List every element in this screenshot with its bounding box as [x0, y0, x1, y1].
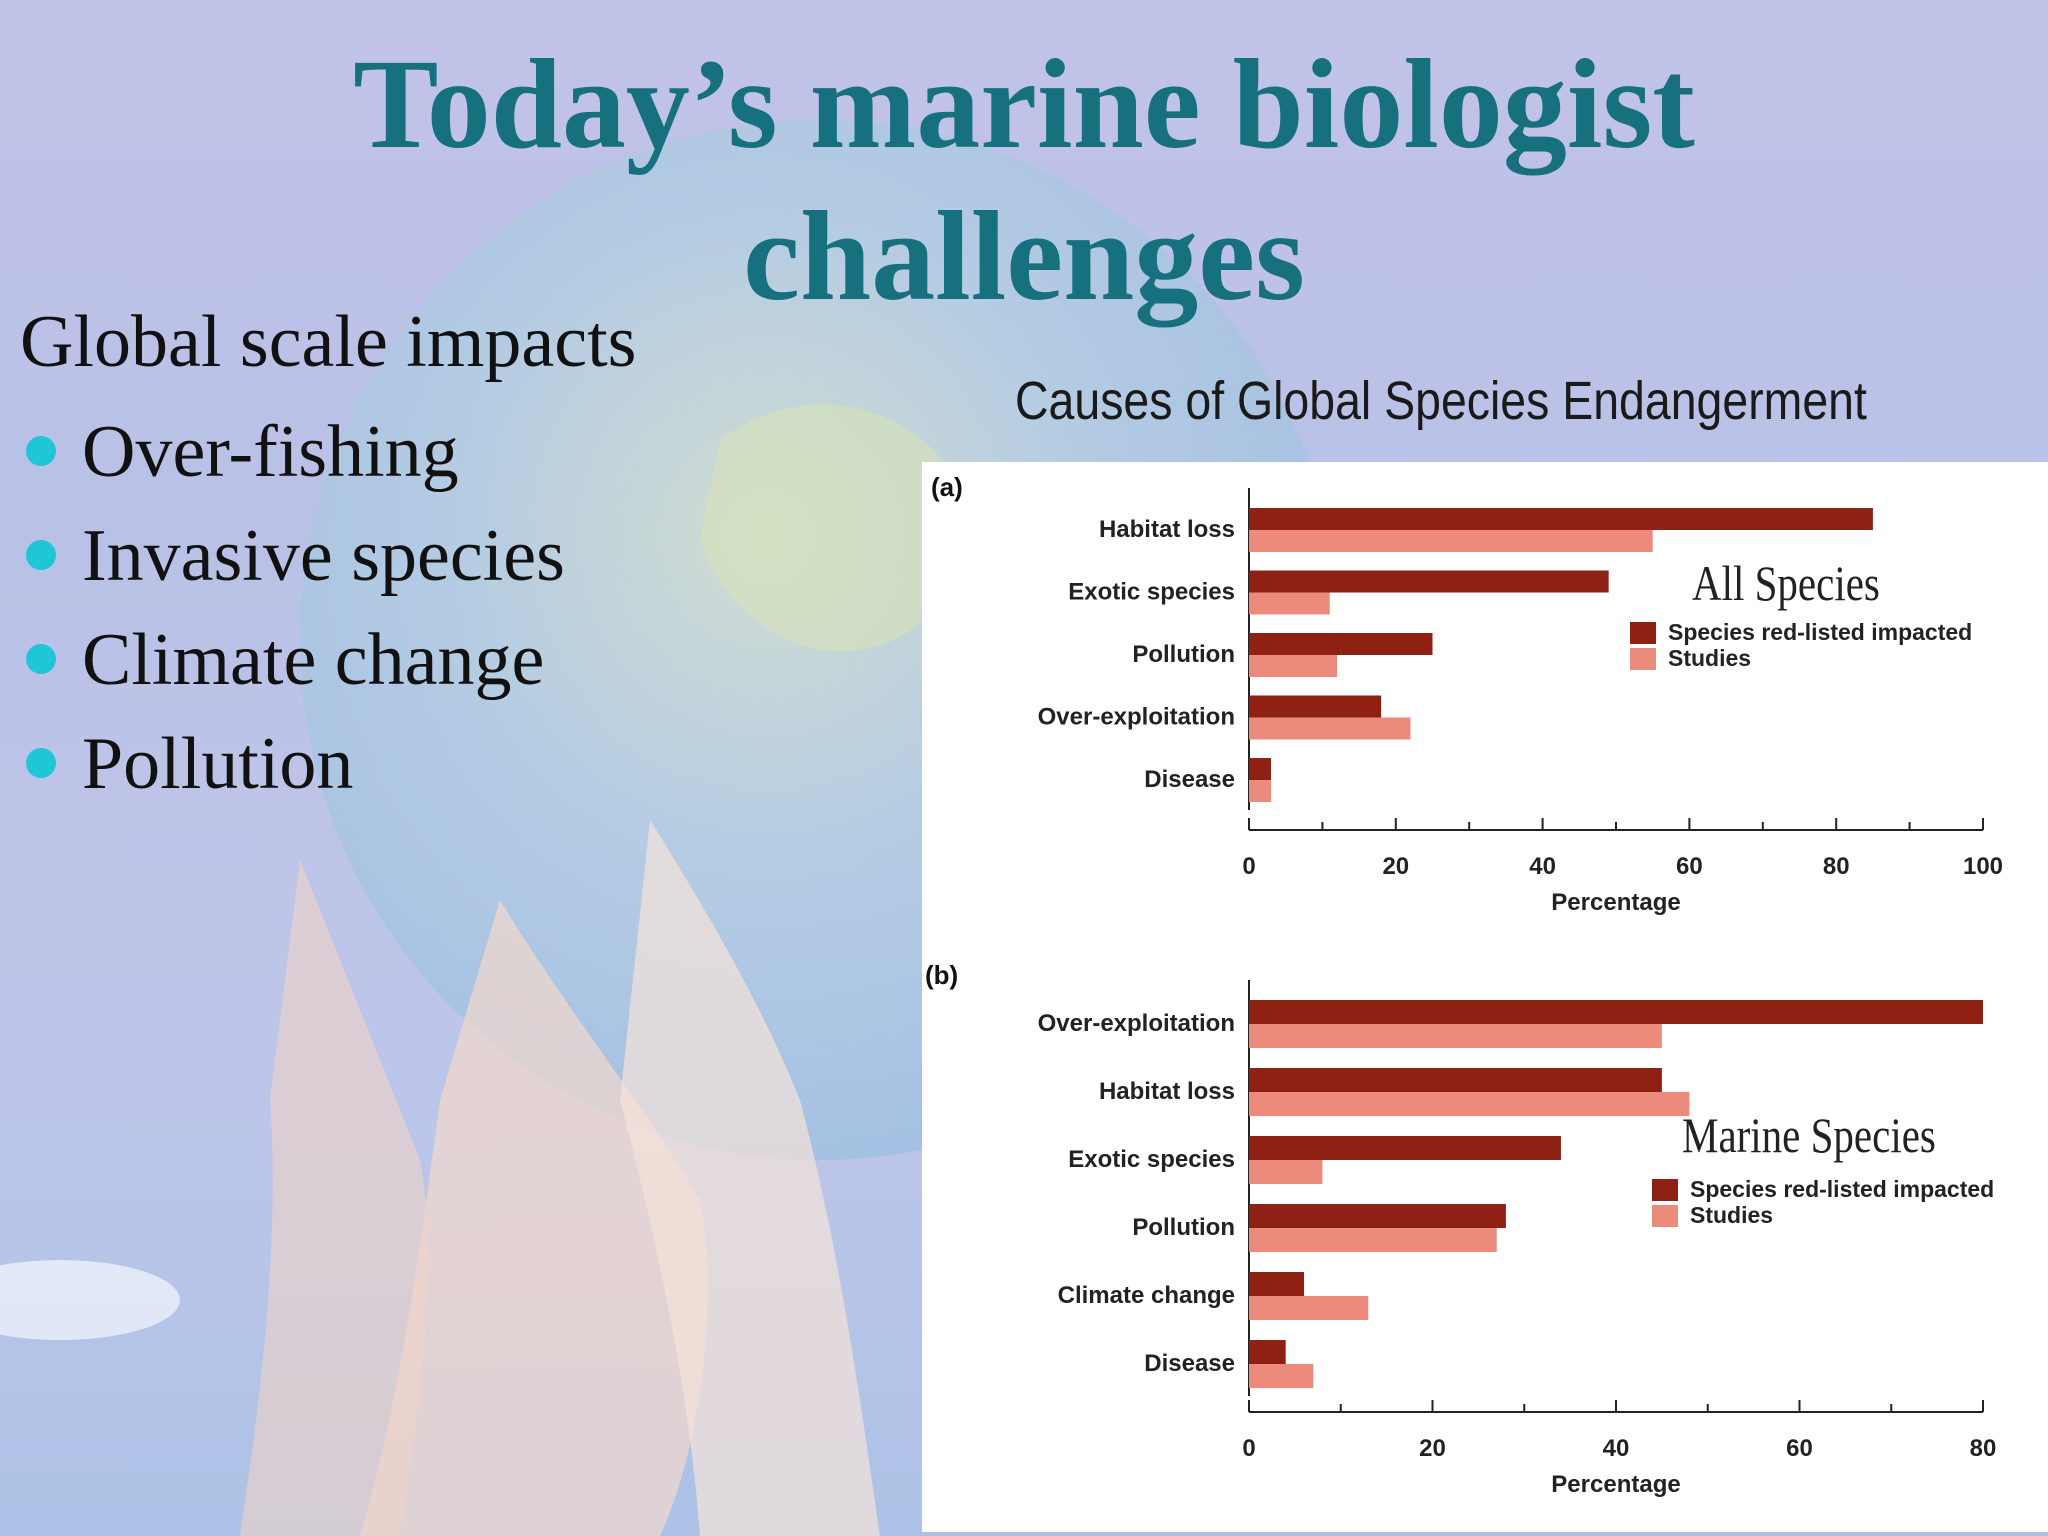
- chart-bar: [1249, 633, 1433, 655]
- bullet-dot-icon: [26, 436, 56, 466]
- chart-category-label: Disease: [1144, 1350, 1235, 1377]
- chart-bar: [1249, 508, 1873, 530]
- chart-bar: [1249, 1136, 1561, 1160]
- chart-legend-label: Species red-listed impacted: [1668, 619, 1972, 645]
- chart-legend-label: Studies: [1690, 1202, 1773, 1228]
- slide-title-line-1: Today’s marine biologist: [353, 33, 1695, 175]
- chart-bar: [1249, 1024, 1662, 1048]
- slide-title: Today’s marine biologist challenges: [0, 28, 2048, 332]
- chart-bar: [1249, 1204, 1506, 1228]
- bullet-text: Invasive species: [82, 515, 565, 597]
- bullet-item: Climate change: [20, 608, 565, 712]
- chart-x-tick-label: 20: [1419, 1435, 1446, 1462]
- chart-category-label: Over-exploitation: [1038, 704, 1235, 731]
- bullet-text: Climate change: [82, 619, 545, 701]
- bullet-list: Over-fishing Invasive species Climate ch…: [20, 400, 565, 816]
- chart-bar: [1249, 655, 1338, 677]
- chart-bar: [1249, 758, 1272, 780]
- chart-legend-swatch: [1630, 622, 1656, 644]
- chart-bar: [1249, 570, 1609, 593]
- chart-category-label: Over-exploitation: [1038, 1010, 1235, 1037]
- bullet-dot-icon: [26, 748, 56, 778]
- chart-category-label: Pollution: [1132, 1214, 1235, 1241]
- chart-x-tick-label: 20: [1382, 853, 1409, 880]
- chart-bar: [1249, 1068, 1662, 1092]
- chart-bar: [1249, 695, 1382, 718]
- chart-x-axis-title: Percentage: [1551, 1471, 1680, 1498]
- chart-category-label: Climate change: [1058, 1282, 1235, 1309]
- bullet-item: Invasive species: [20, 504, 565, 608]
- chart-bar: [1249, 1160, 1323, 1184]
- chart-x-tick-label: 60: [1786, 1435, 1813, 1462]
- chart-bar: [1249, 592, 1330, 615]
- bullet-item: Over-fishing: [20, 400, 565, 504]
- chart-category-label: Exotic species: [1068, 579, 1235, 606]
- chart-category-label: Habitat loss: [1099, 516, 1235, 543]
- bullet-text: Pollution: [82, 723, 354, 805]
- chart-panel-label: (a): [931, 472, 963, 502]
- chart-x-tick-label: 80: [1823, 853, 1850, 880]
- chart-bar: [1249, 780, 1272, 802]
- chart-category-label: Pollution: [1132, 641, 1235, 668]
- subtitle: Global scale impacts: [20, 301, 637, 383]
- figure-title: Causes of Global Species Endangerment: [1015, 371, 1867, 431]
- bullet-dot-icon: [26, 644, 56, 674]
- chart-x-tick-label: 40: [1529, 853, 1556, 880]
- chart-annotation: Marine Species: [1682, 1107, 1936, 1163]
- chart-bar: [1249, 1364, 1314, 1388]
- chart-x-tick-label: 80: [1970, 1435, 1997, 1462]
- bullet-item: Pollution: [20, 712, 565, 816]
- chart-legend-swatch: [1652, 1179, 1678, 1201]
- chart-bar: [1249, 1092, 1690, 1116]
- chart-bar: [1249, 1228, 1497, 1252]
- chart-panel: (a) Habitat loss Exotic species Pollution Ov…: [922, 462, 2048, 1532]
- chart-category-label: Exotic species: [1068, 1146, 1235, 1173]
- chart-figure: (a) Habitat loss Exotic species Pollution Ov…: [925, 472, 2003, 1498]
- chart-category-label: Habitat loss: [1099, 1078, 1235, 1105]
- bullet-text: Over-fishing: [82, 411, 459, 493]
- chart-legend-label: Species red-listed impacted: [1690, 1176, 1994, 1202]
- bullet-dot-icon: [26, 540, 56, 570]
- chart-annotation: All Species: [1692, 555, 1880, 611]
- chart-x-tick-label: 100: [1963, 853, 2003, 880]
- slide-title-line-2: challenges: [743, 185, 1305, 327]
- chart-panel-label: (b): [925, 960, 958, 990]
- chart-x-axis-title: Percentage: [1551, 889, 1680, 916]
- chart-bar: [1249, 1272, 1305, 1296]
- chart-bar: [1249, 1340, 1286, 1364]
- chart-bar: [1249, 1296, 1369, 1320]
- chart-bar: [1249, 530, 1653, 552]
- chart-bar: [1249, 717, 1411, 740]
- chart-x-tick-label: 0: [1242, 1435, 1255, 1462]
- chart-x-tick-label: 0: [1242, 853, 1255, 880]
- chart-legend-swatch: [1652, 1205, 1678, 1227]
- chart-bar: [1249, 1000, 1983, 1024]
- chart-legend-label: Studies: [1668, 645, 1751, 671]
- chart-legend-swatch: [1630, 648, 1656, 670]
- chart-category-label: Disease: [1144, 766, 1235, 793]
- chart-x-tick-label: 60: [1676, 853, 1703, 880]
- chart-x-tick-label: 40: [1603, 1435, 1630, 1462]
